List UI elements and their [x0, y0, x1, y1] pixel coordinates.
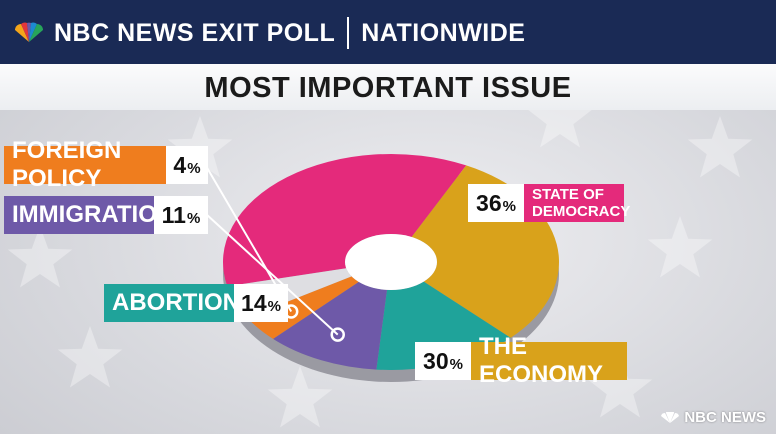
region-title: NATIONWIDE [361, 18, 526, 47]
label-abortion-pct: 14% [234, 284, 288, 322]
background-star [527, 86, 593, 148]
background-star [7, 226, 73, 288]
leader-immigration-marker [330, 327, 345, 342]
label-the-economy: 30% THE ECONOMY [415, 333, 627, 388]
header-brand: NBC NEWS EXIT POLL NATIONWIDE [12, 17, 526, 49]
donut-slice-state-of-democracy [222, 153, 467, 287]
donut-hole [345, 234, 437, 290]
title-bar: MOST IMPORTANT ISSUE [0, 64, 776, 110]
label-state-of-democracy: 36% STATE OF DEMOCRACY [468, 184, 630, 222]
label-democracy-pct: 36% [468, 184, 524, 222]
label-democracy-name: STATE OF DEMOCRACY [524, 184, 630, 222]
label-foreign-policy: FOREIGN POLICY 4% [4, 137, 208, 192]
donut-slice-immigration [273, 281, 387, 370]
leader-immigration [205, 213, 339, 336]
label-foreign-policy-pct: 4% [166, 146, 208, 184]
peacock-icon [15, 22, 43, 42]
label-democracy-line2: DEMOCRACY [532, 203, 631, 220]
nbc-news-watermark: NBC NEWS [660, 409, 766, 426]
header-divider [347, 17, 350, 49]
background-star [587, 356, 653, 418]
label-foreign-policy-name: FOREIGN POLICY [4, 137, 166, 192]
label-immigration-pct: 11% [154, 196, 208, 234]
brand-title: NBC NEWS EXIT POLL [54, 18, 336, 47]
chart-title: MOST IMPORTANT ISSUE [204, 72, 572, 104]
background-star [687, 116, 753, 178]
header-bar: NBC NEWS EXIT POLL NATIONWIDE [0, 0, 776, 64]
label-abortion-name: ABORTION [104, 284, 240, 322]
label-democracy-line1: STATE OF [532, 186, 604, 203]
label-economy-name: THE ECONOMY [471, 333, 627, 388]
label-immigration: IMMIGRATION 11% [4, 196, 208, 234]
donut-chart [222, 153, 560, 382]
label-economy-pct: 30% [415, 342, 471, 380]
background-star [267, 366, 333, 428]
background-star [647, 216, 713, 278]
peacock-small-icon [661, 411, 680, 423]
watermark-text: NBC NEWS [684, 409, 766, 426]
background-star [57, 326, 123, 388]
label-immigration-name: IMMIGRATION [4, 196, 174, 234]
donut-slice-foreign-policy [246, 276, 359, 339]
label-abortion: ABORTION 14% [104, 284, 288, 322]
